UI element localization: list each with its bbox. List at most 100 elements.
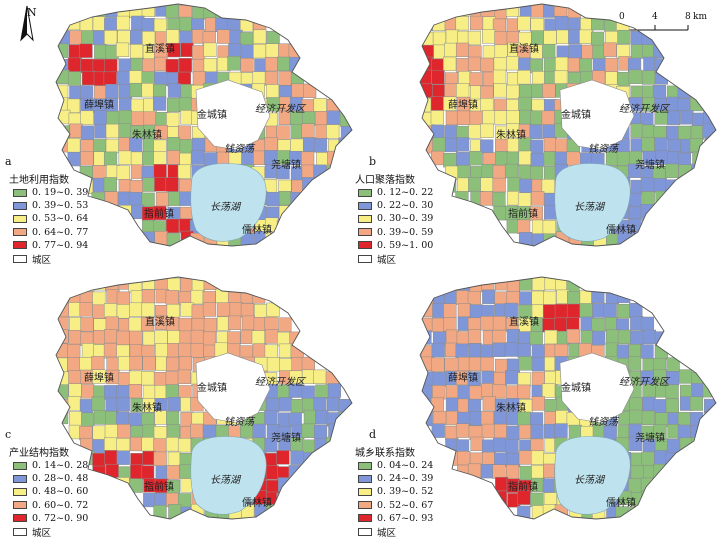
map-region: [129, 330, 143, 346]
map-region: [567, 291, 581, 306]
map-region: [469, 72, 483, 87]
map-region: [430, 96, 444, 111]
map-region: [665, 452, 679, 467]
map-region: [543, 58, 558, 73]
map-region: [567, 57, 581, 72]
map-region: [67, 396, 81, 411]
map-region: [543, 124, 557, 139]
map-region: [69, 123, 83, 138]
map-region: [167, 97, 181, 113]
map-region: [529, 124, 543, 139]
map-region: [469, 151, 483, 166]
map-region: [103, 303, 118, 318]
map-region: [278, 71, 292, 86]
map-region: [554, 15, 569, 31]
map-region: [518, 57, 532, 72]
map-region: [167, 277, 181, 293]
map-region: [691, 163, 705, 178]
map-region: [642, 218, 656, 233]
legend-item: 0. 12~0. 22: [358, 186, 433, 199]
legend: 0. 12~0. 22 0. 22~0. 30 0. 30~0. 39 0. 3…: [358, 186, 433, 266]
legend-item: 0. 60~0. 72: [13, 499, 88, 512]
legend-label: 0. 19~0. 39: [32, 187, 89, 199]
map-region: [177, 369, 191, 384]
map-region: [482, 110, 496, 125]
legend-swatch: [13, 527, 27, 536]
map-region: [128, 192, 143, 207]
map-region: [493, 83, 507, 98]
map-region: [605, 289, 619, 304]
map-region: [129, 179, 143, 195]
map-region: [266, 191, 280, 207]
map-region: [103, 385, 118, 400]
map-region: [605, 342, 619, 357]
map-region: [544, 411, 558, 426]
map-region: [630, 44, 644, 59]
place-xuebu: 薛埠镇: [448, 373, 478, 384]
map-region: [288, 383, 302, 398]
map-region: [445, 451, 459, 466]
map-region: [116, 304, 130, 319]
map-region: [566, 303, 581, 319]
county-boundary: [419, 276, 717, 520]
map-region: [264, 316, 278, 332]
map-region: [179, 16, 193, 32]
map-region: [432, 16, 446, 32]
map-region: [313, 369, 327, 384]
map-region: [431, 125, 445, 140]
map-region: [141, 83, 155, 98]
map-region: [190, 329, 204, 345]
map-region: [468, 124, 482, 139]
map-region: [505, 464, 520, 479]
map-region: [531, 71, 546, 86]
map-region: [93, 110, 108, 125]
map-region: [481, 163, 495, 179]
map-region: [116, 15, 130, 31]
map-region: [517, 343, 531, 358]
map-region: [467, 291, 481, 306]
map-region: [628, 344, 642, 359]
map-region: [325, 436, 340, 452]
map-region: [227, 331, 241, 346]
legend-label: 0. 24~0. 39: [377, 473, 434, 485]
map-region: [641, 70, 656, 85]
map-region: [118, 179, 132, 194]
map-region: [504, 342, 519, 357]
map-region: [93, 139, 107, 154]
map-region: [254, 303, 268, 319]
map-region: [290, 398, 305, 414]
map-region: [458, 71, 472, 86]
map-region: [432, 385, 446, 400]
map-region: [665, 179, 679, 194]
legend-label: 0. 53~0. 64: [32, 213, 89, 225]
map-region: [457, 451, 471, 466]
map-region: [116, 385, 130, 400]
map-region: [288, 204, 302, 219]
map-region: [142, 423, 156, 439]
panel-letter: a: [5, 155, 12, 168]
map-region: [253, 29, 267, 44]
place-rulin: 儒林镇: [242, 225, 272, 236]
map-region: [57, 30, 71, 45]
legend-item: 0. 77~0. 94: [13, 239, 88, 252]
map-region: [338, 137, 352, 152]
map-region: [129, 302, 143, 317]
map-region: [481, 423, 495, 439]
map-region: [190, 150, 205, 165]
map-region: [165, 371, 179, 386]
map-region: [103, 71, 117, 86]
map-region: [301, 123, 315, 138]
map-region: [690, 96, 704, 112]
map-region: [470, 436, 484, 452]
map-region: [492, 165, 506, 180]
map-region: [166, 137, 181, 152]
map-region: [178, 58, 192, 73]
map-region: [519, 178, 533, 194]
legend-swatch: [13, 188, 27, 197]
map-region: [641, 410, 655, 425]
map-region: [504, 163, 519, 179]
map-region: [629, 436, 643, 451]
map-region: [680, 110, 694, 125]
legend-label: 城区: [32, 527, 52, 539]
map-region: [592, 330, 606, 346]
